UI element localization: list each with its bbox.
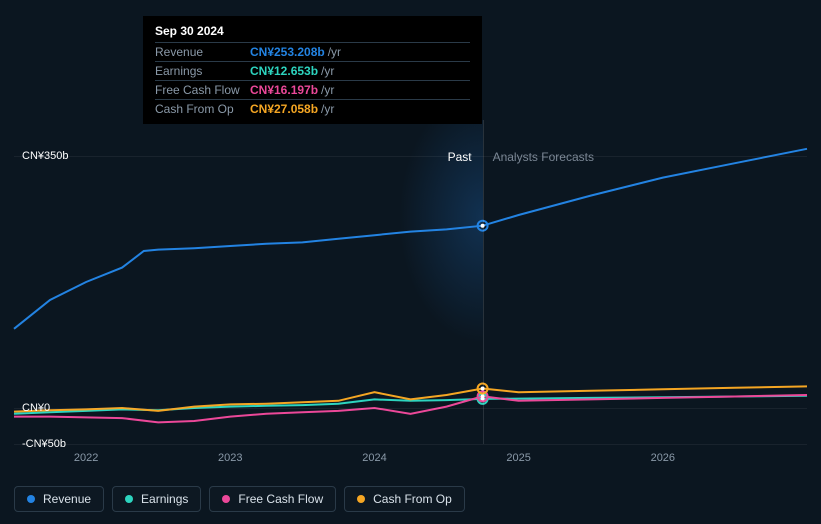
tooltip-date: Sep 30 2024 — [155, 24, 470, 42]
tooltip-row: Cash From OpCN¥27.058b/yr — [155, 99, 470, 118]
gridline — [14, 408, 807, 409]
section-label-past: Past — [448, 150, 472, 164]
plot-region[interactable] — [14, 120, 807, 444]
legend-dot-icon — [125, 495, 133, 503]
legend-label: Cash From Op — [373, 492, 452, 506]
past-forecast-divider — [483, 120, 484, 444]
legend-item-fcf[interactable]: Free Cash Flow — [209, 486, 336, 512]
tooltip-row-unit: /yr — [321, 64, 334, 78]
tooltip-row: Free Cash FlowCN¥16.197b/yr — [155, 80, 470, 99]
x-tick-label: 2025 — [506, 452, 530, 464]
chart-svg — [14, 120, 807, 444]
tooltip-row-value: CN¥16.197b — [250, 83, 318, 97]
tooltip-row-label: Revenue — [155, 45, 250, 59]
series-line-revenue — [14, 149, 807, 329]
tooltip-row-unit: /yr — [321, 83, 334, 97]
tooltip-row: EarningsCN¥12.653b/yr — [155, 61, 470, 80]
section-label-forecast: Analysts Forecasts — [493, 150, 594, 164]
tooltip-row-label: Earnings — [155, 64, 250, 78]
x-tick-label: 2024 — [362, 452, 386, 464]
legend-label: Free Cash Flow — [238, 492, 323, 506]
tooltip-row-unit: /yr — [321, 102, 334, 116]
legend: Revenue Earnings Free Cash Flow Cash From O… — [14, 486, 465, 512]
tooltip-row-label: Free Cash Flow — [155, 83, 250, 97]
legend-dot-icon — [357, 495, 365, 503]
x-tick-label: 2026 — [651, 452, 675, 464]
tooltip-row: RevenueCN¥253.208b/yr — [155, 42, 470, 61]
legend-dot-icon — [222, 495, 230, 503]
gridline — [14, 444, 807, 445]
legend-item-cfo[interactable]: Cash From Op — [344, 486, 465, 512]
legend-label: Earnings — [141, 492, 188, 506]
legend-dot-icon — [27, 495, 35, 503]
tooltip-row-unit: /yr — [328, 45, 341, 59]
legend-item-earnings[interactable]: Earnings — [112, 486, 201, 512]
legend-label: Revenue — [43, 492, 91, 506]
x-tick-label: 2022 — [74, 452, 98, 464]
gridline — [14, 156, 807, 157]
legend-item-revenue[interactable]: Revenue — [14, 486, 104, 512]
tooltip-row-value: CN¥12.653b — [250, 64, 318, 78]
x-tick-label: 2023 — [218, 452, 242, 464]
tooltip-row-value: CN¥253.208b — [250, 45, 325, 59]
tooltip-row-label: Cash From Op — [155, 102, 250, 116]
tooltip: Sep 30 2024 RevenueCN¥253.208b/yrEarning… — [143, 16, 482, 124]
tooltip-row-value: CN¥27.058b — [250, 102, 318, 116]
